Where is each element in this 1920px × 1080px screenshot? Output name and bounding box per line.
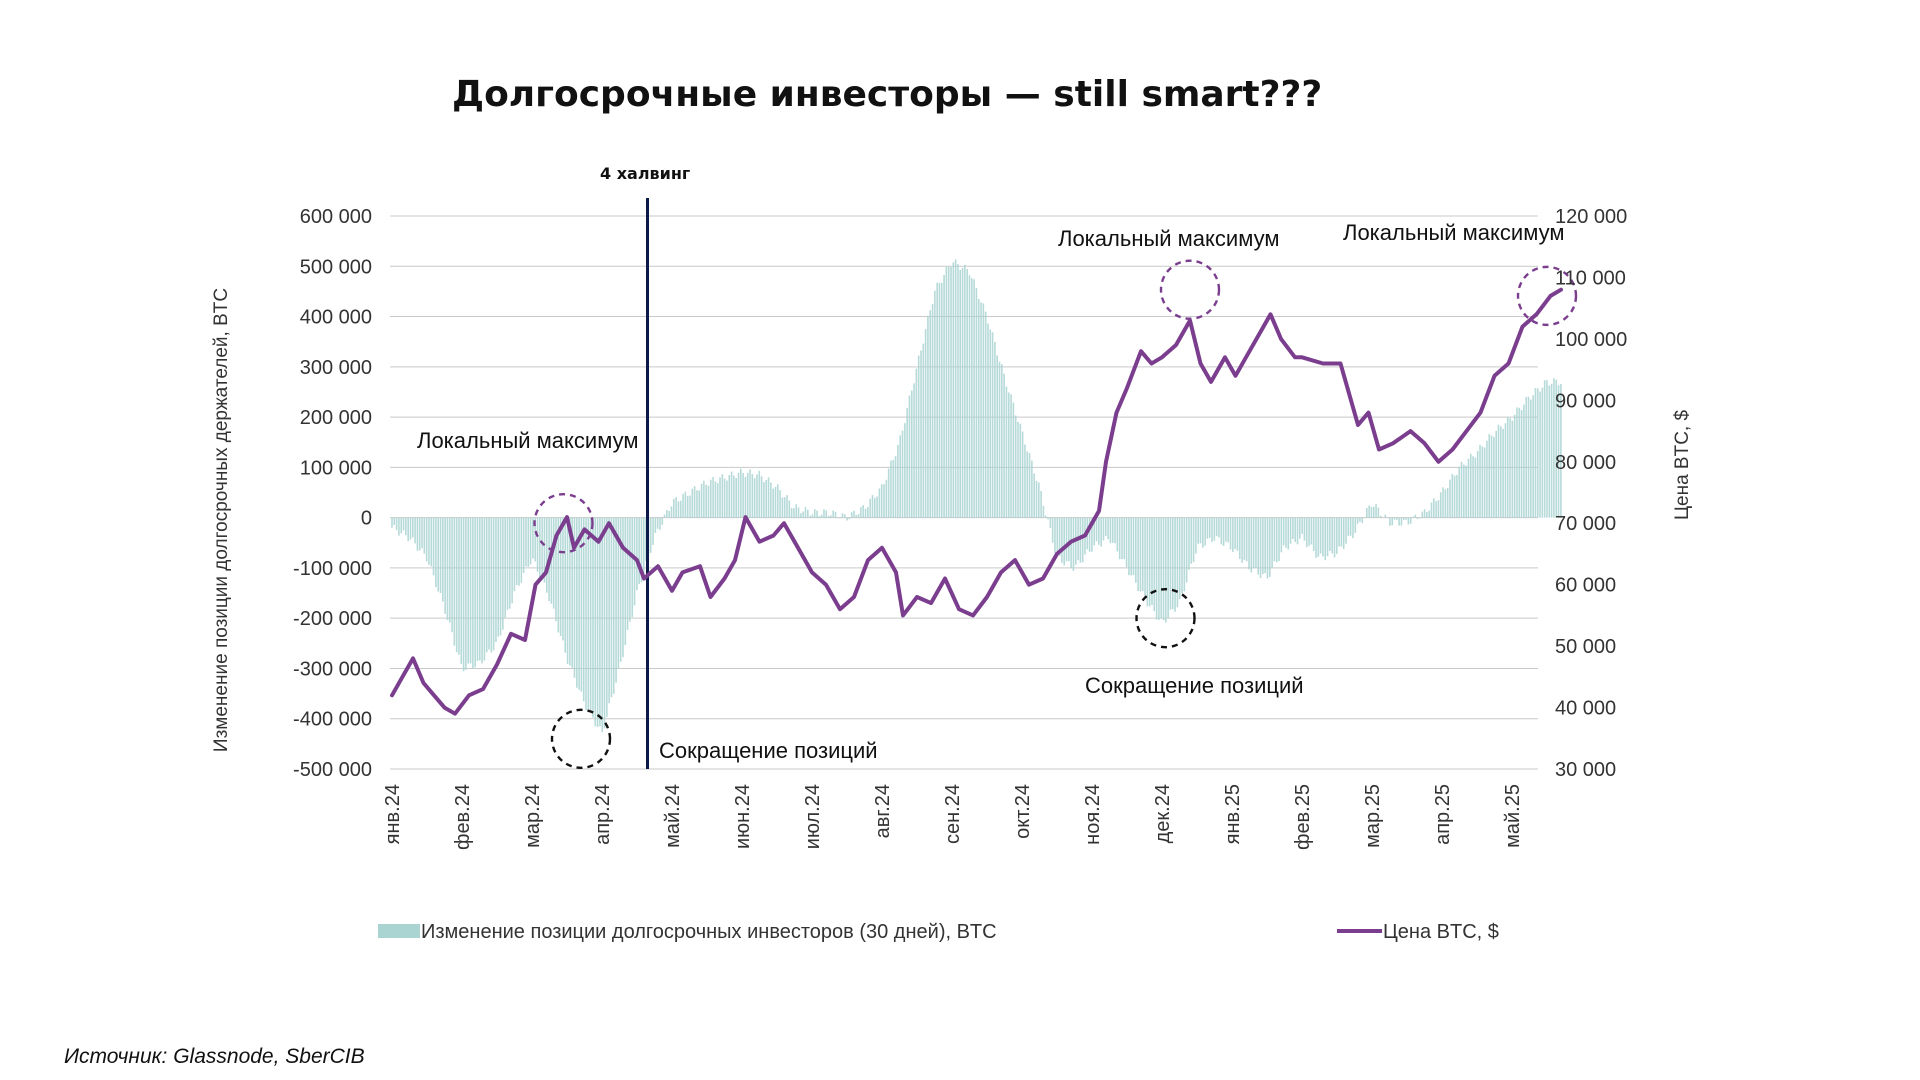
y-left-tick-label: 400 000 <box>300 307 372 329</box>
x-tick-label: апр.25 <box>1432 784 1454 845</box>
halving-label: 4 халвинг <box>600 164 690 183</box>
position-cut-circle-2 <box>1135 587 1196 649</box>
annotation-circles <box>533 259 1578 770</box>
y-left-tick-label: -100 000 <box>293 558 372 580</box>
local-max-circle-1 <box>533 493 594 554</box>
x-tick-label: янв.25 <box>1222 784 1244 844</box>
source-note: Источник: Glassnode, SberCIB <box>64 1045 365 1068</box>
x-tick-label: фев.25 <box>1292 784 1314 850</box>
x-tick-label: июн.24 <box>732 784 754 849</box>
chart-title: Долгосрочные инвесторы — still smart??? <box>452 74 1322 115</box>
y-left-tick-label: -400 000 <box>293 709 372 731</box>
y-left-tick-label: -300 000 <box>293 658 372 680</box>
legend-label-line: Цена BTC, $ <box>1383 921 1499 943</box>
price-line-series <box>390 287 1563 716</box>
y-right-axis-label: Цена BTC, $ <box>1672 410 1693 521</box>
y-left-tick-label: 600 000 <box>300 206 372 228</box>
y-right-tick-label: 30 000 <box>1555 759 1616 781</box>
annotation-position-cut-1: Сокращение позиций <box>659 738 878 763</box>
legend-label-bar: Изменение позиции долгосрочных инвесторо… <box>421 921 997 943</box>
legend-swatch-bar <box>378 924 420 938</box>
y-right-tick-label: 100 000 <box>1555 329 1627 351</box>
x-tick-label: окт.24 <box>1012 784 1034 839</box>
x-tick-label: мар.25 <box>1362 784 1384 848</box>
x-tick-label: май.25 <box>1502 784 1524 848</box>
local-max-circle-2 <box>1159 259 1221 320</box>
x-tick-label: май.24 <box>662 784 684 848</box>
y-right-tick-label: 50 000 <box>1555 636 1616 658</box>
annotation-local-max-3: Локальный максимум <box>1343 220 1564 245</box>
x-tick-label: июл.24 <box>802 784 824 849</box>
local-max-circle-3 <box>1516 265 1578 327</box>
y-left-tick-label: 300 000 <box>300 357 372 379</box>
x-axis-ticks: янв.24 фев.24 мар.24 апр.24 май.24 июн.24 июл.… <box>382 784 1524 850</box>
x-tick-label: сен.24 <box>942 784 964 844</box>
y-right-tick-label: 110 000 <box>1555 267 1626 289</box>
x-tick-label: авг.24 <box>872 784 894 838</box>
position-cut-circle-1 <box>550 708 612 770</box>
x-tick-label: ноя.24 <box>1082 784 1104 845</box>
x-tick-label: фев.24 <box>452 784 474 850</box>
left-axis-ticks: 600 000 500 000 400 000 300 000 200 000 100 0… <box>293 206 372 781</box>
x-tick-label: мар.24 <box>522 784 544 848</box>
price-line <box>390 287 1563 716</box>
y-left-axis-label: Изменение позиции долгосрочных держателе… <box>211 288 232 752</box>
annotation-local-max-1: Локальный максимум <box>417 428 638 453</box>
y-right-tick-label: 60 000 <box>1555 575 1616 597</box>
x-tick-label: янв.24 <box>382 784 404 844</box>
y-right-tick-label: 70 000 <box>1555 513 1616 535</box>
y-left-tick-label: 200 000 <box>300 407 372 429</box>
y-right-tick-label: 80 000 <box>1555 452 1616 474</box>
y-right-tick-label: 90 000 <box>1555 390 1616 412</box>
y-left-tick-label: 0 <box>361 508 372 530</box>
x-tick-label: апр.24 <box>592 784 614 845</box>
legend: Изменение позиции долгосрочных инвесторо… <box>378 921 1499 943</box>
right-axis-ticks: 120 000 110 000 100 000 90 000 80 000 70 000 6… <box>1555 206 1627 781</box>
y-right-tick-label: 40 000 <box>1555 698 1616 720</box>
x-tick-label: дек.24 <box>1152 784 1174 843</box>
annotation-position-cut-2: Сокращение позиций <box>1085 673 1304 698</box>
y-left-tick-label: -500 000 <box>293 759 372 781</box>
y-right-tick-label: 120 000 <box>1555 206 1627 228</box>
y-left-tick-label: -200 000 <box>293 608 372 630</box>
bar-series <box>391 259 1562 733</box>
y-left-tick-label: 100 000 <box>300 457 372 479</box>
annotation-local-max-2: Локальный максимум <box>1058 226 1279 251</box>
y-left-tick-label: 500 000 <box>300 256 372 278</box>
grid <box>390 215 1538 770</box>
